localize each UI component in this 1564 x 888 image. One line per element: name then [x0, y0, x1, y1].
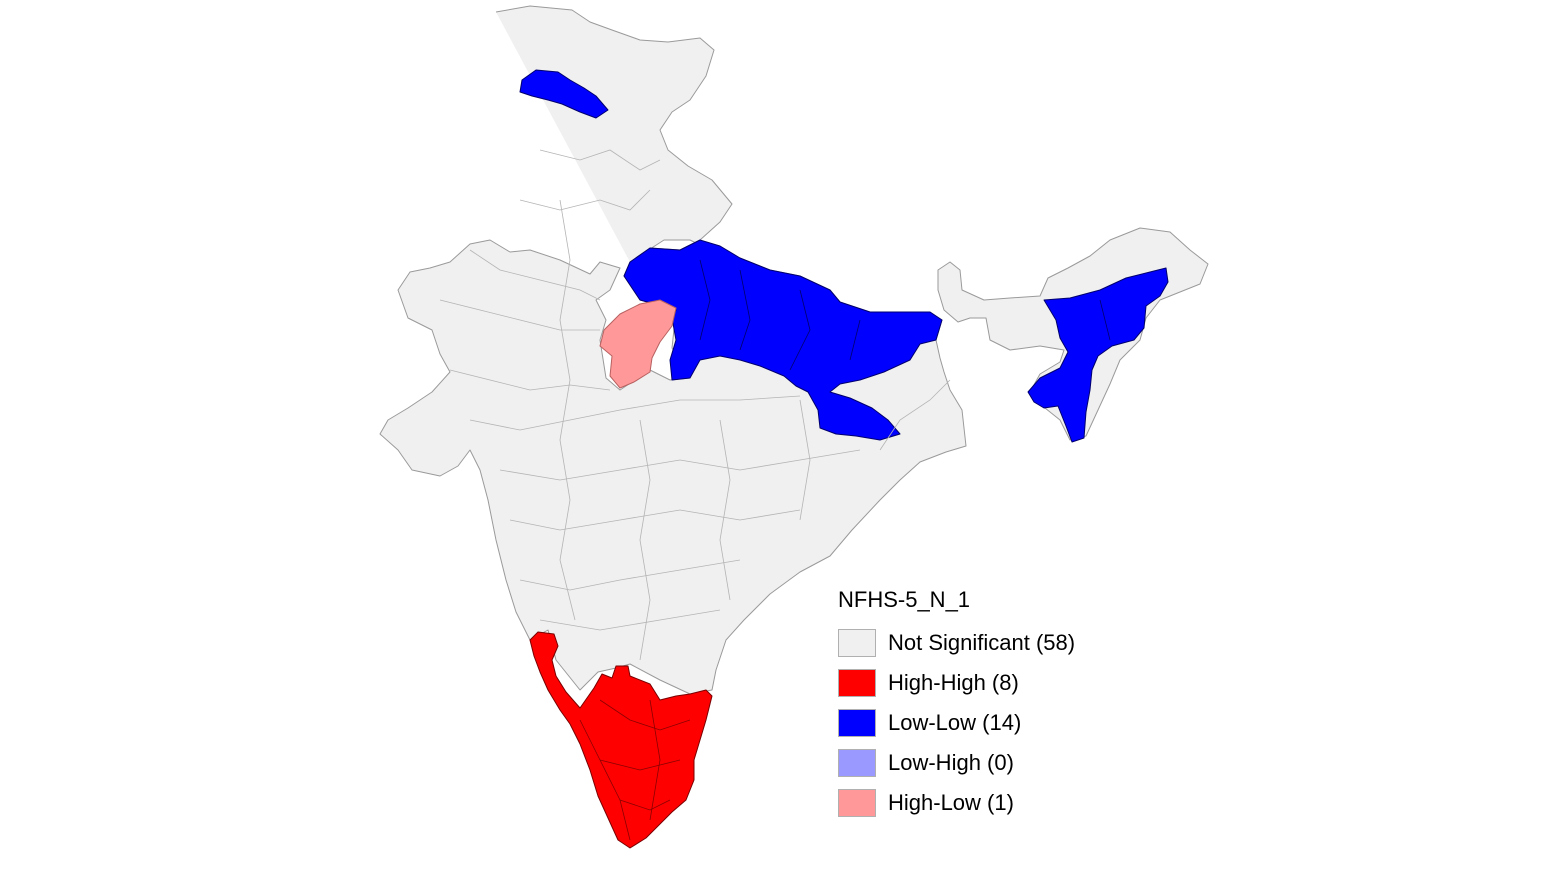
legend-swatch — [838, 629, 876, 657]
legend-label: Low-High (0) — [888, 750, 1014, 775]
legend-label: Low-Low (14) — [888, 710, 1022, 735]
legend-title: NFHS-5_N_1 — [838, 587, 971, 612]
district-boundaries — [439, 149, 951, 661]
region-up-bihar-low-low — [623, 239, 943, 441]
region-mainland-not-significant — [379, 5, 967, 695]
region-south-high-high — [529, 631, 713, 849]
legend-item-low-low: Low-Low (14) — [838, 703, 1138, 743]
legend-swatch — [838, 749, 876, 777]
legend-swatch — [838, 669, 876, 697]
low-low-boundaries — [699, 259, 1111, 371]
high-high-boundaries — [579, 699, 691, 841]
legend-label: High-High (8) — [888, 670, 1019, 695]
legend-swatch — [838, 789, 876, 817]
region-assam-low-low — [1027, 267, 1169, 443]
legend-item-high-low: High-Low (1) — [838, 783, 1138, 823]
legend-label: High-Low (1) — [888, 790, 1014, 815]
region-mp-high-low — [599, 299, 677, 389]
legend-item-low-high: Low-High (0) — [838, 743, 1138, 783]
legend-item-high-high: High-High (8) — [838, 663, 1138, 703]
legend-swatch — [838, 709, 876, 737]
legend-label: Not Significant (58) — [888, 630, 1076, 655]
region-jk-low-low — [519, 69, 609, 119]
legend-item-not-significant: Not Significant (58) — [838, 623, 1138, 663]
map-legend: NFHS-5_N_1 Not Significant (58) High-Hig… — [838, 585, 1138, 823]
